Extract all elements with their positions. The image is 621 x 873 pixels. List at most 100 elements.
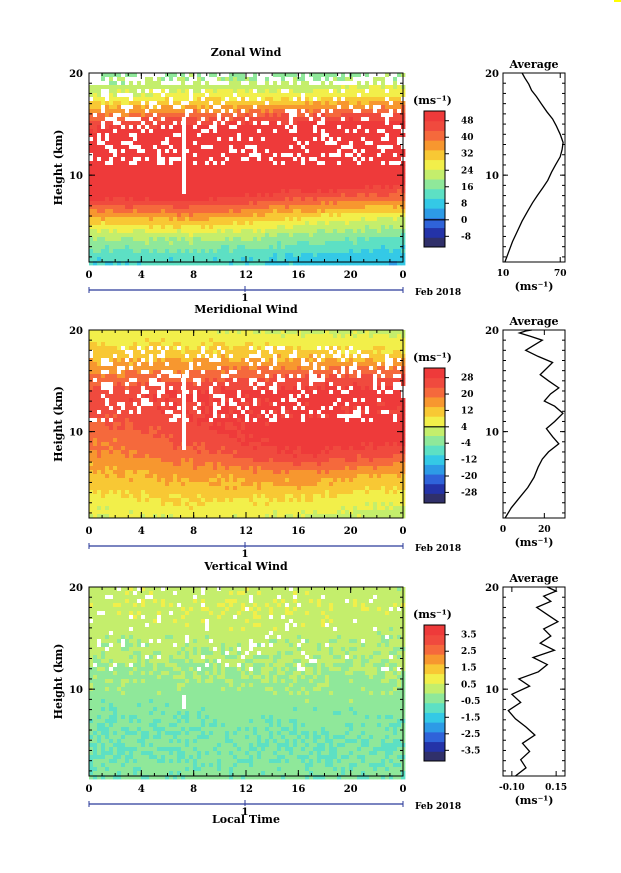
- heat-cell: [141, 257, 146, 262]
- heat-cell: [325, 181, 330, 186]
- heat-cell: [273, 213, 278, 218]
- heat-cell: [389, 205, 394, 210]
- heat-cell: [121, 261, 126, 266]
- heat-cell: [301, 249, 306, 254]
- heat-cell: [169, 121, 174, 126]
- heat-cell: [357, 253, 362, 258]
- heat-cell: [297, 137, 302, 142]
- heat-cell: [241, 85, 246, 90]
- heat-cell: [117, 261, 122, 266]
- heat-cell: [397, 89, 402, 94]
- heat-cell: [93, 346, 98, 351]
- heat-cell: [393, 213, 398, 218]
- heat-cell: [249, 117, 254, 122]
- heat-cell: [209, 257, 214, 262]
- heat-cell: [309, 137, 314, 142]
- heat-cell: [161, 394, 166, 399]
- heat-cell: [333, 141, 338, 146]
- heat-cell: [233, 213, 238, 218]
- heat-cell: [169, 177, 174, 182]
- heat-cell: [145, 233, 150, 238]
- heat-cell: [257, 137, 262, 142]
- heat-cell: [189, 93, 194, 98]
- heat-cell: [137, 173, 142, 178]
- heat-cell: [253, 221, 258, 226]
- heat-cell: [277, 169, 282, 174]
- heat-cell: [117, 213, 122, 218]
- heat-cell: [309, 133, 314, 138]
- heat-cell: [105, 358, 110, 363]
- heat-cell: [169, 113, 174, 118]
- heat-cell: [117, 442, 122, 447]
- heat-cell: [277, 165, 282, 170]
- heat-cell: [93, 85, 98, 90]
- heat-cell: [337, 121, 342, 126]
- heat-cell: [361, 237, 366, 242]
- heat-cell: [129, 217, 134, 222]
- heat-cell: [137, 197, 142, 202]
- heat-cell: [221, 181, 226, 186]
- heat-cell: [397, 225, 402, 230]
- heat-cell: [197, 89, 202, 94]
- heat-cell: [153, 366, 158, 371]
- heat-cell: [125, 478, 130, 483]
- heat-cell: [349, 177, 354, 182]
- heat-cell: [153, 450, 158, 455]
- heat-cell: [133, 165, 138, 170]
- heat-cell: [313, 233, 318, 238]
- heat-cell: [237, 185, 242, 190]
- heat-cell: [133, 157, 138, 162]
- heat-cell: [337, 217, 342, 222]
- heat-cell: [309, 253, 314, 258]
- heat-cell: [161, 486, 166, 491]
- heat-cell: [329, 237, 334, 242]
- heat-cell: [205, 117, 210, 122]
- zonal-heatmap: [89, 73, 406, 266]
- heat-cell: [193, 233, 198, 238]
- heat-cell: [285, 261, 290, 266]
- heat-cell: [197, 73, 202, 78]
- zonal-avg-title: Average: [508, 58, 558, 71]
- heat-cell: [249, 257, 254, 262]
- heat-cell: [173, 81, 178, 86]
- heat-cell: [217, 245, 222, 250]
- heat-cell: [333, 225, 338, 230]
- heat-cell: [173, 141, 178, 146]
- heat-cell: [145, 97, 150, 102]
- heat-cell: [297, 89, 302, 94]
- heat-cell: [89, 330, 94, 335]
- heat-cell: [325, 193, 330, 198]
- heat-cell: [253, 93, 258, 98]
- heat-cell: [389, 81, 394, 86]
- heat-cell: [393, 197, 398, 202]
- heat-cell: [97, 366, 102, 371]
- heat-cell: [329, 121, 334, 126]
- heat-cell: [197, 129, 202, 134]
- heat-cell: [101, 137, 106, 142]
- heat-cell: [133, 462, 138, 467]
- heat-cell: [93, 193, 98, 198]
- heat-cell: [173, 161, 178, 166]
- heat-cell: [301, 145, 306, 150]
- heat-cell: [165, 193, 170, 198]
- heat-cell: [149, 446, 154, 451]
- heat-cell: [165, 209, 170, 214]
- heat-cell: [165, 141, 170, 146]
- heat-cell: [205, 193, 210, 198]
- heat-cell: [269, 209, 274, 214]
- heat-cell: [93, 370, 98, 375]
- heat-cell: [345, 169, 350, 174]
- heat-cell: [389, 213, 394, 218]
- heat-cell: [345, 201, 350, 206]
- heat-cell: [345, 221, 350, 226]
- heat-cell: [265, 253, 270, 258]
- heat-cell: [325, 113, 330, 118]
- heat-cell: [341, 209, 346, 214]
- heat-cell: [241, 157, 246, 162]
- heat-cell: [365, 129, 370, 134]
- heat-cell: [121, 422, 126, 427]
- heat-cell: [281, 137, 286, 142]
- heat-cell: [229, 213, 234, 218]
- heat-cell: [253, 193, 258, 198]
- heat-cell: [289, 185, 294, 190]
